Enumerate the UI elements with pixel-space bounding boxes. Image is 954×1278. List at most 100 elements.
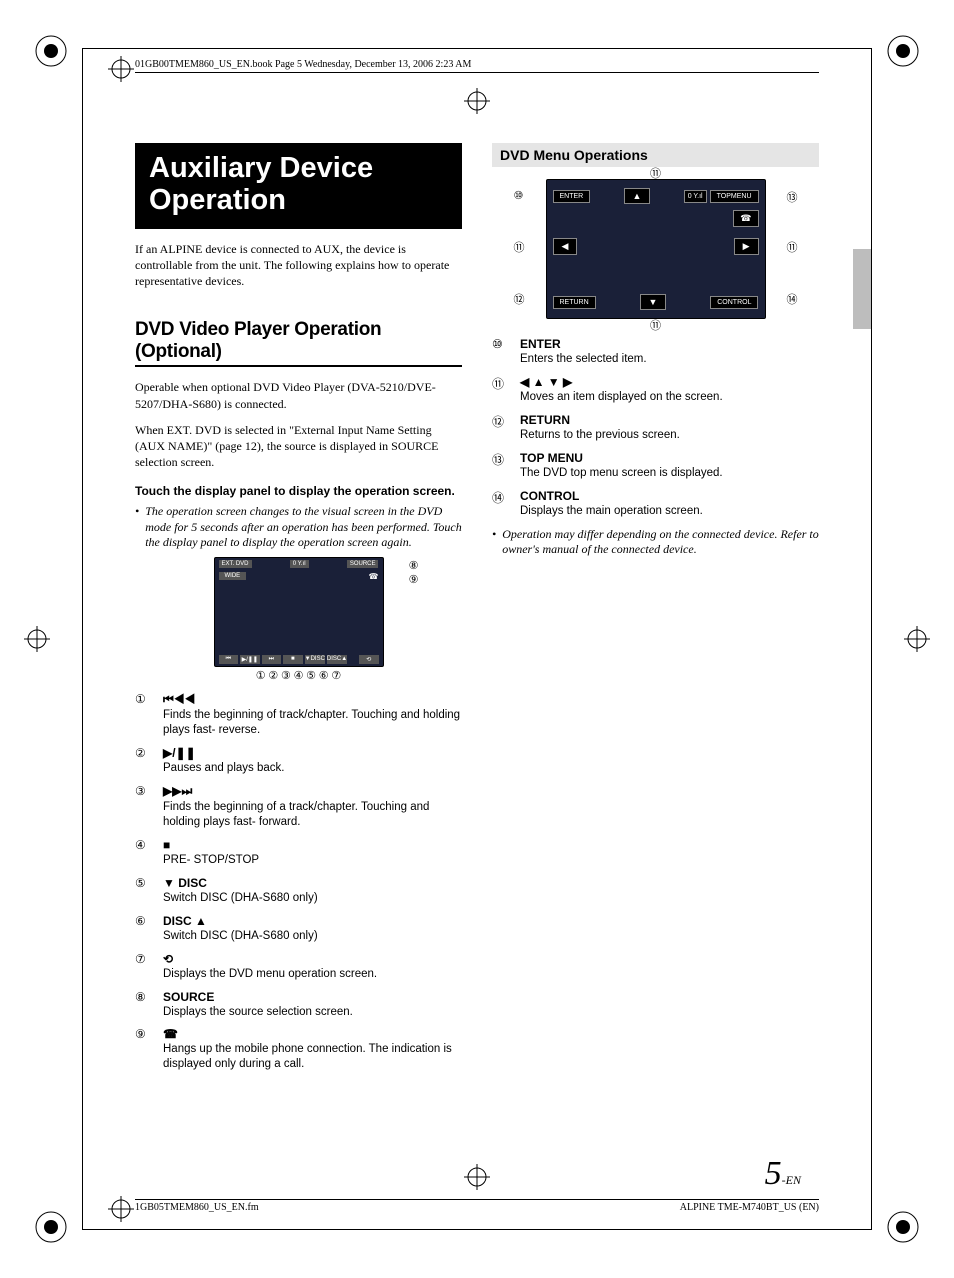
callout-10: ⑩	[514, 189, 524, 202]
def-num: ⑦	[135, 952, 153, 982]
def-symbol: SOURCE	[163, 990, 462, 1004]
def-num: ④	[135, 838, 153, 868]
def-num: ③	[135, 784, 153, 830]
crop-mark	[24, 626, 50, 652]
screen2-left-button: ◀	[553, 238, 578, 255]
page-number-big: 5	[765, 1155, 782, 1192]
def-num: ⑫	[492, 413, 510, 443]
screen-stop-button: ■	[283, 655, 303, 664]
screen-discdown-button: ▼DISC	[305, 655, 325, 664]
registration-mark	[886, 1210, 920, 1244]
def-symbol: ▼ DISC	[163, 876, 462, 890]
callout-9: ⑨	[409, 573, 419, 586]
crop-mark	[904, 626, 930, 652]
def-desc: Displays the source selection screen.	[163, 1005, 462, 1020]
def-item: ⑦⟲Displays the DVD menu operation screen…	[135, 952, 462, 982]
def-item: ⑧SOURCEDisplays the source selection scr…	[135, 990, 462, 1020]
note-text-2: Operation may differ depending on the co…	[502, 527, 819, 558]
left-column: Auxiliary Device Operation If an ALPINE …	[135, 143, 462, 1080]
def-symbol: TOP MENU	[520, 451, 819, 465]
def-num: ⑥	[135, 914, 153, 944]
screen2-topmenu-button: TOPMENU	[710, 190, 759, 203]
definition-list-2: ⑩ENTEREnters the selected item. ⑪◀ ▲ ▼ ▶…	[492, 337, 819, 519]
def-desc: Displays the DVD menu operation screen.	[163, 967, 462, 982]
intro-text: If an ALPINE device is connected to AUX,…	[135, 241, 462, 290]
footer-left: 1GB05TMEM860_US_EN.fm	[135, 1202, 259, 1213]
side-tab	[853, 249, 871, 329]
def-item: ②▶/❚❚Pauses and plays back.	[135, 746, 462, 776]
def-symbol: ■	[163, 838, 462, 852]
def-desc: Finds the beginning of track/chapter. To…	[163, 708, 462, 738]
screen2-signal: 0 Y.ıl	[684, 190, 707, 203]
callout-11-left: ⑪	[514, 239, 525, 255]
right-column: DVD Menu Operations ⑪ ⑩ ⑬ ⑪ ⑪ ⑫ ⑭ ⑪ ENTE…	[492, 143, 819, 1080]
instruction: Touch the display panel to display the o…	[135, 484, 462, 498]
def-desc: Displays the main operation screen.	[520, 504, 819, 519]
callout-11-bottom: ⑪	[650, 317, 661, 333]
def-item: ⑪ ◀ ▲ ▼ ▶Moves an item displayed on the s…	[492, 375, 819, 405]
def-num: ⑬	[492, 451, 510, 481]
screen-signal: 0 Y.ıl	[290, 560, 309, 568]
def-num: ①	[135, 692, 153, 738]
def-desc: PRE- STOP/STOP	[163, 853, 462, 868]
header-rule	[135, 72, 819, 73]
def-item: ① ⏮◀◀Finds the beginning of track/chapter…	[135, 692, 462, 738]
def-item: ⑤▼ DISCSwitch DISC (DHA-S680 only)	[135, 876, 462, 906]
callout-13: ⑬	[787, 189, 798, 205]
screen2-down-button: ▼	[640, 294, 667, 310]
def-num: ⑨	[135, 1027, 153, 1072]
screen-menu-button: ⟲	[359, 655, 379, 664]
callout-12: ⑫	[514, 291, 525, 307]
body-p2: When EXT. DVD is selected in "External I…	[135, 422, 462, 471]
screen-playpause-button: ▶/❚❚	[240, 655, 260, 664]
def-item: ⑬TOP MENUThe DVD top menu screen is disp…	[492, 451, 819, 481]
screen-phone-icon: ☎	[369, 572, 379, 581]
callout-11-right: ⑪	[787, 239, 798, 255]
def-desc: Enters the selected item.	[520, 352, 819, 367]
footer: 1GB05TMEM860_US_EN.fm ALPINE TME-M740BT_…	[135, 1199, 819, 1213]
def-item: ③▶▶⏭Finds the beginning of a track/chapt…	[135, 784, 462, 830]
note-bullet: • The operation screen changes to the vi…	[135, 504, 462, 551]
def-symbol: ◀ ▲ ▼ ▶	[520, 375, 819, 389]
dvd-menu-screen: ENTER ▲ 0 Y.ıl TOPMENU ☎ ◀ ▶	[546, 179, 766, 319]
def-desc: Finds the beginning of a track/chapter. …	[163, 800, 462, 830]
note-bullet-2: • Operation may differ depending on the …	[492, 527, 819, 558]
def-symbol: RETURN	[520, 413, 819, 427]
def-desc: Switch DISC (DHA-S680 only)	[163, 929, 462, 944]
screen2-right-button: ▶	[734, 238, 759, 255]
body-p1: Operable when optional DVD Video Player …	[135, 379, 462, 411]
page-number-suffix: -EN	[782, 1173, 801, 1187]
def-num: ⑪	[492, 375, 510, 405]
def-desc: Moves an item displayed on the screen.	[520, 390, 819, 405]
def-symbol: ENTER	[520, 337, 819, 351]
section-heading-dvd-player: DVD Video Player Operation (Optional)	[135, 319, 462, 367]
header-bookline: 01GB00TMEM860_US_EN.book Page 5 Wednesda…	[135, 59, 819, 70]
screen-prev-button: ⏮	[219, 655, 239, 664]
callout-8: ⑧	[409, 559, 419, 572]
screen2-phone-icon: ☎	[733, 210, 758, 227]
screen-source: SOURCE	[347, 560, 379, 568]
screen2-control-button: CONTROL	[710, 296, 758, 309]
definition-list-1: ① ⏮◀◀Finds the beginning of track/chapter…	[135, 692, 462, 1072]
def-desc: Switch DISC (DHA-S680 only)	[163, 891, 462, 906]
page-number: 5-EN	[765, 1155, 801, 1193]
screen2-up-button: ▲	[624, 188, 651, 204]
def-symbol: CONTROL	[520, 489, 819, 503]
def-desc: Returns to the previous screen.	[520, 428, 819, 443]
def-item: ⑥DISC ▲Switch DISC (DHA-S680 only)	[135, 914, 462, 944]
def-item: ④ ■PRE- STOP/STOP	[135, 838, 462, 868]
bullet-icon: •	[492, 527, 496, 558]
callout-14: ⑭	[787, 291, 798, 307]
footer-right: ALPINE TME-M740BT_US (EN)	[680, 1202, 819, 1213]
dvd-operation-screen: EXT. DVD 0 Y.ıl SOURCE WIDE ☎ ⏮ ▶/❚❚ ⏭ ■…	[214, 557, 384, 667]
page-frame: 01GB00TMEM860_US_EN.book Page 5 Wednesda…	[82, 48, 872, 1230]
def-num: ⑭	[492, 489, 510, 519]
def-item: ⑫ RETURNReturns to the previous screen.	[492, 413, 819, 443]
screen-ext-label: EXT. DVD	[219, 560, 252, 568]
bullet-icon: •	[135, 504, 139, 551]
registration-mark	[886, 34, 920, 68]
def-desc: Pauses and plays back.	[163, 761, 462, 776]
def-symbol: ⏮◀◀	[163, 692, 462, 707]
def-symbol: ▶/❚❚	[163, 746, 462, 760]
def-symbol: ☎	[163, 1027, 462, 1041]
